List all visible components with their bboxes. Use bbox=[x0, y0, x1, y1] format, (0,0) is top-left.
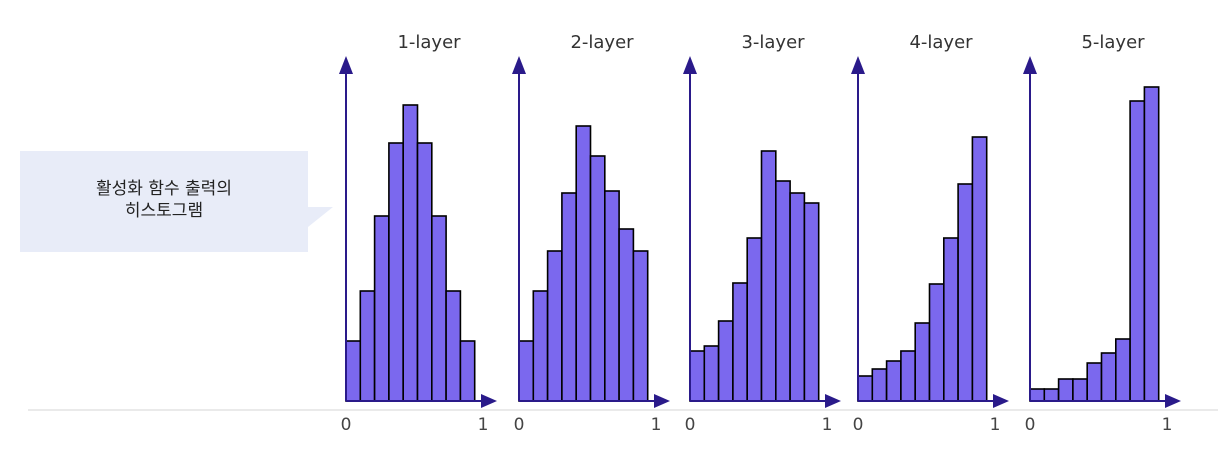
histogram-bar-4-5 bbox=[914, 322, 931, 402]
x-tick-label-5-1: 1 bbox=[1162, 415, 1173, 435]
x-tick-label-2-1: 1 bbox=[651, 415, 662, 435]
x-axis-arrow-4 bbox=[993, 394, 1009, 408]
histogram-bar-3-4 bbox=[732, 282, 749, 402]
histogram-bar-5-9 bbox=[1143, 86, 1160, 402]
histogram-bar-4-8 bbox=[957, 183, 974, 402]
histogram-bar-4-1 bbox=[857, 375, 874, 402]
histogram-bar-1-6 bbox=[416, 142, 433, 402]
callout-box bbox=[20, 151, 333, 252]
histogram-bar-3-7 bbox=[774, 180, 791, 402]
histogram-bar-5-7 bbox=[1115, 338, 1131, 402]
histogram-bar-2-7 bbox=[603, 190, 620, 402]
histogram-bar-4-4 bbox=[900, 350, 917, 402]
x-axis-arrow-1 bbox=[481, 394, 497, 408]
histogram-bar-4-2 bbox=[871, 368, 888, 402]
histogram-bar-3-2 bbox=[703, 345, 720, 402]
y-axis-arrow-1 bbox=[339, 56, 353, 74]
histogram-bar-4-7 bbox=[942, 237, 959, 402]
callout-line-2: 히스토그램 bbox=[124, 201, 204, 221]
histogram-bar-4-6 bbox=[928, 283, 945, 402]
histogram-bar-3-1 bbox=[689, 350, 706, 402]
histogram-bar-2-1 bbox=[518, 340, 535, 402]
x-tick-label-2-0: 0 bbox=[514, 415, 525, 435]
histogram-bar-4-3 bbox=[885, 360, 902, 402]
histogram-bar-2-4 bbox=[561, 192, 578, 402]
histogram-bar-3-5 bbox=[746, 237, 763, 402]
histogram-bar-2-3 bbox=[546, 250, 563, 402]
y-axis-arrow-2 bbox=[512, 56, 526, 74]
callout-shape bbox=[20, 151, 333, 252]
histogram-bar-5-5 bbox=[1086, 362, 1103, 402]
histogram-bar-4-9 bbox=[971, 136, 988, 402]
x-tick-label-4-1: 1 bbox=[990, 415, 1001, 435]
x-axis-arrow-3 bbox=[825, 394, 841, 408]
callout-line-1: 활성화 함수 출력의 bbox=[96, 179, 232, 199]
histogram-bar-2-5 bbox=[575, 125, 592, 402]
histogram-bar-3-8 bbox=[789, 192, 806, 402]
histogram-bar-5-4 bbox=[1072, 378, 1089, 402]
histogram-bar-2-6 bbox=[589, 155, 606, 402]
x-axis-arrow-5 bbox=[1165, 394, 1181, 408]
histogram-bar-2-9 bbox=[632, 250, 649, 402]
histogram-bar-2-2 bbox=[532, 290, 549, 402]
x-tick-label-1-1: 1 bbox=[478, 415, 489, 435]
chart-title-2: 2-layer bbox=[570, 32, 634, 53]
histogram-bar-3-6 bbox=[760, 150, 777, 402]
histogram-bar-1-1 bbox=[345, 340, 362, 402]
histogram-bar-5-3 bbox=[1057, 378, 1074, 402]
histogram-bar-5-1 bbox=[1029, 388, 1046, 402]
x-axis-arrow-2 bbox=[654, 394, 670, 408]
histogram-bar-1-3 bbox=[373, 215, 390, 402]
histogram-bar-5-6 bbox=[1100, 352, 1117, 402]
histogram-bar-1-2 bbox=[359, 290, 376, 402]
x-tick-label-5-0: 0 bbox=[1025, 415, 1036, 435]
chart-title-3: 3-layer bbox=[741, 32, 805, 53]
chart-title-4: 4-layer bbox=[909, 32, 973, 53]
x-tick-label-3-0: 0 bbox=[685, 415, 696, 435]
histogram-bar-1-4 bbox=[388, 142, 404, 402]
histogram-bar-1-5 bbox=[402, 104, 419, 402]
histogram-bar-1-7 bbox=[430, 215, 447, 402]
callout-text: 활성화 함수 출력의 히스토그램 bbox=[20, 178, 308, 222]
histogram-bar-5-8 bbox=[1129, 100, 1146, 402]
x-tick-label-3-1: 1 bbox=[822, 415, 833, 435]
y-axis-arrow-5 bbox=[1023, 56, 1037, 74]
histogram-bar-2-8 bbox=[618, 228, 635, 402]
histogram-bar-1-9 bbox=[459, 340, 476, 402]
x-tick-label-4-0: 0 bbox=[853, 415, 864, 435]
histogram-bar-3-3 bbox=[717, 320, 734, 402]
histogram-bar-1-8 bbox=[445, 290, 462, 402]
histogram-bar-5-2 bbox=[1043, 388, 1060, 402]
y-axis-arrow-3 bbox=[683, 56, 697, 74]
chart-title-1: 1-layer bbox=[397, 32, 461, 53]
x-tick-label-1-0: 0 bbox=[341, 415, 352, 435]
chart-title-5: 5-layer bbox=[1081, 32, 1145, 53]
histogram-bar-3-9 bbox=[803, 202, 820, 402]
y-axis-arrow-4 bbox=[851, 56, 865, 74]
